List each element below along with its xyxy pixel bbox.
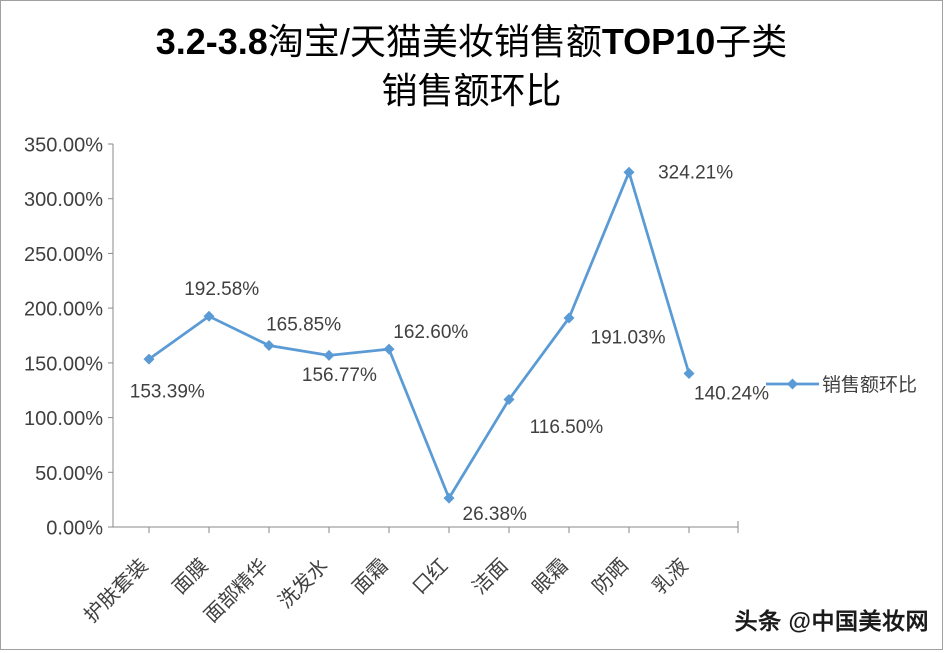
svg-text:153.39%: 153.39% [130,381,205,402]
svg-text:100.00%: 100.00% [24,408,103,430]
svg-text:面部精华: 面部精华 [200,554,273,627]
svg-text:面膜: 面膜 [168,554,213,599]
svg-text:150.00%: 150.00% [24,353,103,375]
svg-text:192.58%: 192.58% [184,279,259,300]
svg-text:116.50%: 116.50% [530,417,604,438]
svg-text:200.00%: 200.00% [24,299,103,321]
svg-text:面霜: 面霜 [349,555,393,599]
svg-text:口红: 口红 [408,554,453,599]
svg-text:140.24%: 140.24% [694,383,769,404]
svg-text:350.00%: 350.00% [24,135,103,157]
svg-text:26.38%: 26.38% [463,504,528,525]
svg-text:50.00%: 50.00% [35,463,103,485]
svg-text:护肤套装: 护肤套装 [80,554,153,627]
svg-text:洗发水: 洗发水 [274,554,333,613]
svg-text:洁面: 洁面 [468,554,513,599]
svg-text:162.60%: 162.60% [393,322,468,343]
svg-text:防晒: 防晒 [588,554,633,599]
svg-text:300.00%: 300.00% [24,189,103,211]
svg-text:销售额环比: 销售额环比 [822,374,917,396]
svg-text:乳液: 乳液 [648,554,693,599]
svg-text:0.00%: 0.00% [46,518,103,540]
svg-text:165.85%: 165.85% [266,315,341,336]
svg-text:191.03%: 191.03% [591,327,666,348]
svg-text:324.21%: 324.21% [658,162,733,183]
svg-text:156.77%: 156.77% [302,365,377,386]
svg-text:250.00%: 250.00% [24,244,103,266]
svg-text:眼霜: 眼霜 [529,555,573,599]
